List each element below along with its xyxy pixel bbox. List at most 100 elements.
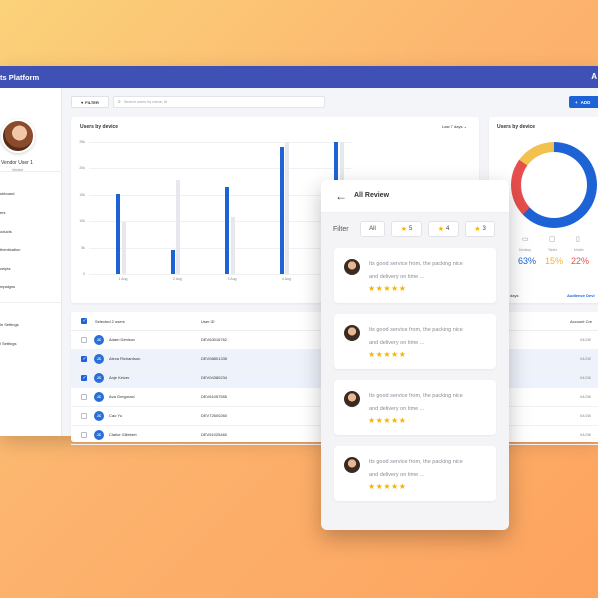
x-tick-label: 3 Aug (227, 277, 237, 281)
period-days-label: days (510, 293, 519, 298)
bar-card-title: Users by device (80, 124, 119, 130)
all-review-panel: ← All Review Filter All ★ 5 ★ 4 ★ 3 Its … (321, 180, 509, 530)
y-tick-label: 10k (79, 219, 85, 224)
y-tick-label: 0 (83, 272, 85, 276)
y-tick-label: 20k (79, 166, 85, 171)
row-checkbox[interactable] (81, 375, 87, 381)
row-user-name: Anje Keizer (109, 375, 130, 380)
x-tick-label: 4 Aug (282, 277, 291, 281)
row-checkbox[interactable] (81, 413, 87, 419)
sidebar-item-general-settings[interactable]: l Settings (0, 341, 17, 346)
row-account-created: 04/28/ (580, 356, 592, 361)
gridline (89, 274, 351, 275)
app-bar-corner-glyph: A (591, 72, 597, 81)
filter-chip-label: 5 (408, 226, 413, 232)
review-rating-stars: ★★★★★ (368, 416, 407, 425)
add-button-label: ADD (580, 99, 591, 105)
user-role: Vendor (12, 168, 24, 172)
star-icon: ★ (474, 226, 481, 233)
review-card[interactable]: Its good service from, the packing nice a… (334, 248, 496, 303)
review-text: Its good service from, the packing nice a… (369, 261, 463, 280)
row-account-created: 04/28/ (580, 337, 592, 342)
bar[interactable] (116, 193, 120, 274)
review-text: Its good service from, the packing nice a… (369, 327, 463, 346)
sidebar-item-admin-settings[interactable]: in Settings (0, 322, 19, 327)
filter-chip-5-star[interactable]: ★ 5 (391, 221, 422, 237)
gridline (89, 247, 351, 249)
filter-chip-label: 4 (445, 226, 450, 232)
sidebar-item-receipts[interactable]: ceipts (0, 266, 11, 271)
row-checkbox[interactable] (81, 356, 87, 362)
row-checkbox[interactable] (81, 337, 87, 343)
bar[interactable] (285, 142, 289, 274)
review-rating-stars: ★★★★★ (368, 350, 407, 359)
review-card[interactable]: Its good service from, the packing nice a… (334, 380, 496, 435)
row-account-created: 04/28/ (580, 375, 592, 380)
filter-button-label: FILTER (85, 99, 99, 105)
mobile-percent: 22% (571, 256, 590, 266)
sidebar-divider (0, 302, 61, 303)
bar[interactable] (279, 146, 284, 274)
review-card[interactable]: Its good service from, the packing nice a… (334, 314, 496, 369)
bar[interactable] (230, 217, 235, 274)
bar[interactable] (176, 179, 180, 274)
y-tick-label: 5k (81, 245, 85, 250)
row-avatar: JC (94, 335, 104, 345)
back-arrow-icon[interactable]: ← (335, 189, 347, 203)
gridline (89, 194, 351, 196)
tablet-label: Tablet (548, 248, 557, 252)
row-user-name: Cao Yu (109, 413, 123, 418)
select-all-checkbox[interactable] (81, 318, 87, 324)
search-placeholder: Search users by name, id (123, 100, 167, 104)
period-select[interactable]: Last 7 days ⌄ (442, 124, 467, 129)
review-header: ← All Review (321, 180, 509, 213)
row-checkbox[interactable] (81, 432, 87, 438)
row-account-created: 04/28/ (580, 432, 592, 437)
filter-button[interactable]: ▾ FILTER (71, 96, 109, 108)
donut-card-title: Users by device (497, 124, 536, 130)
row-user-name: Adam Denisov (109, 337, 136, 342)
row-avatar: JC (94, 430, 104, 440)
review-card[interactable]: Its good service from, the packing nice a… (334, 446, 496, 501)
sidebar-item-products[interactable]: oducts (0, 229, 12, 234)
tablet-icon: ▢ (549, 236, 556, 243)
review-text: Its good service from, the packing nice a… (369, 459, 463, 478)
filter-chip-label: 3 (482, 226, 486, 232)
filter-chip-3-star[interactable]: ★ 3 (465, 221, 495, 237)
gridline (89, 142, 351, 143)
sidebar: Vendor User 1 Vendor shboard ers oducts … (0, 88, 62, 436)
desktop-label: Desktop (519, 248, 532, 252)
user-avatar[interactable] (1, 119, 35, 153)
row-user-id: DEV72600260 (201, 413, 228, 418)
sidebar-item-campaigns[interactable]: mpaigns (0, 284, 16, 289)
sidebar-item-dashboard[interactable]: shboard (0, 191, 15, 196)
search-input[interactable]: ⌕ Search users by name, id (113, 96, 325, 108)
row-user-name: Alexa Richardson (109, 356, 141, 361)
filter-icon: ▾ (81, 99, 84, 105)
row-user-id: DEV08801335 (201, 356, 228, 361)
search-icon: ⌕ (118, 99, 121, 105)
sidebar-item-authentication[interactable]: thentication (0, 247, 21, 252)
y-tick-label: 25k (79, 140, 85, 144)
filter-chip-all[interactable]: All (360, 221, 385, 237)
column-user-id[interactable]: User ID (201, 319, 215, 324)
review-rating-stars: ★★★★★ (368, 284, 407, 293)
bar[interactable] (121, 222, 126, 274)
row-user-id: DEV04380234 (201, 375, 228, 380)
sidebar-item-users[interactable]: ers (0, 210, 6, 215)
audience-devices-link[interactable]: Audience Devi (567, 293, 595, 298)
gridline (89, 168, 351, 170)
star-icon: ★ (437, 226, 444, 233)
bar[interactable] (225, 186, 229, 274)
bar[interactable] (170, 250, 175, 274)
desktop-percent: 63% (518, 256, 537, 266)
column-account-created[interactable]: Account Cre (570, 319, 593, 324)
desktop-icon: ▭ (522, 236, 529, 243)
top-app-bar: ts Platform A (0, 66, 598, 88)
row-user-id: DEV51025460 (201, 432, 228, 437)
row-user-id: DEV61057555 (201, 394, 228, 399)
filter-chip-4-star[interactable]: ★ 4 (428, 221, 459, 237)
review-rating-stars: ★★★★★ (368, 482, 407, 491)
row-checkbox[interactable] (81, 394, 87, 400)
add-user-button[interactable]: + ADD (569, 96, 598, 108)
